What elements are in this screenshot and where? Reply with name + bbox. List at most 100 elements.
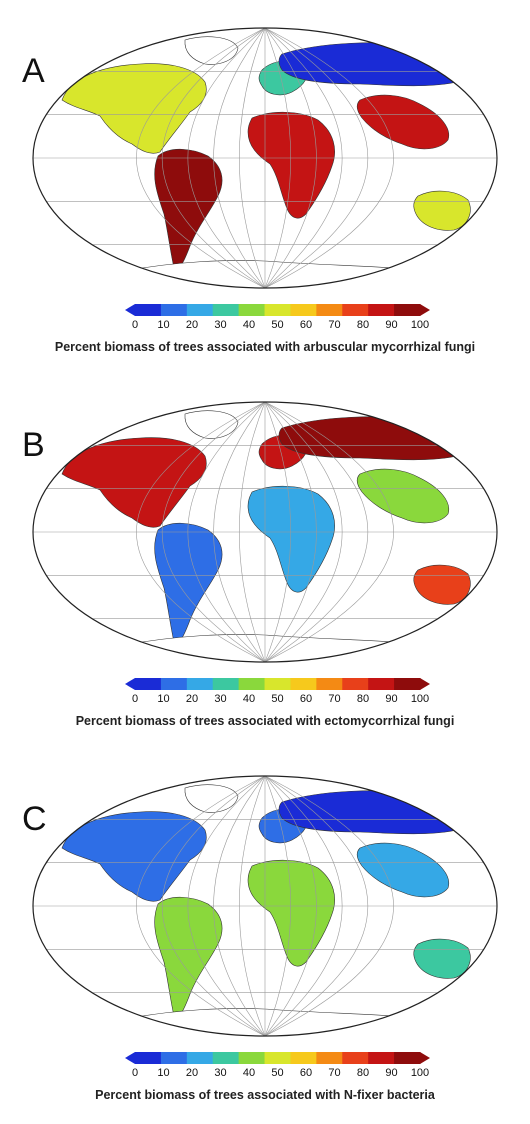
graticule-meridian <box>264 28 368 288</box>
colorbar-segment <box>160 678 188 690</box>
colorbar-segment <box>394 678 421 690</box>
colorbar-tick-label: 60 <box>300 693 312 705</box>
land-australia <box>413 938 471 979</box>
map-caption: Percent biomass of trees associated with… <box>54 340 476 354</box>
colorbar-tick-label: 10 <box>157 319 169 331</box>
colorbar-tick-label: 80 <box>357 1067 369 1079</box>
land-amazon <box>154 522 223 644</box>
map-outline <box>32 27 498 289</box>
colorbar-tick-label: 90 <box>385 693 397 705</box>
panel-b: B 0 10 20 30 40 50 60 70 80 90 100 Percent biomass… <box>0 374 530 748</box>
world-map <box>32 27 498 289</box>
colorbar-arrow-left <box>125 678 135 690</box>
land-nz <box>475 218 493 238</box>
graticule-meridian <box>187 402 266 662</box>
colorbar-segment <box>238 304 266 316</box>
land-amazon <box>154 896 223 1018</box>
graticule-meridian <box>136 28 266 288</box>
colorbar-tick-label: 0 <box>132 319 138 331</box>
colorbar-segment <box>394 304 421 316</box>
panel-letter: A <box>22 52 45 90</box>
land-north-america <box>61 63 207 154</box>
colorbar-segment <box>342 1052 369 1064</box>
graticule-meridian <box>187 776 266 1036</box>
graticule-meridian <box>213 28 266 288</box>
land-north-america <box>61 437 207 528</box>
colorbar-segment <box>135 304 162 316</box>
land-greenland <box>184 36 239 65</box>
colorbar-tick-label: 20 <box>186 693 198 705</box>
colorbar-tick-label: 0 <box>132 1067 138 1079</box>
colorbar-segment <box>212 678 240 690</box>
colorbar-segment <box>342 304 369 316</box>
colorbar-segment <box>368 678 395 690</box>
map-outline <box>32 401 498 663</box>
colorbar: 0 10 20 30 40 50 60 70 80 90 100 <box>125 304 430 331</box>
land-southeast-asia <box>356 842 450 898</box>
land-southeast-asia <box>356 468 450 524</box>
panel-c: C 0 10 20 30 40 50 60 70 80 90 100 Percent biomass… <box>0 748 530 1122</box>
land-boreal <box>278 416 466 461</box>
land-north-america <box>61 811 207 902</box>
graticule-meridian <box>264 402 317 662</box>
colorbar-tick-label: 50 <box>271 693 283 705</box>
colorbar-segment <box>186 1052 214 1064</box>
colorbar-segment <box>238 1052 266 1064</box>
colorbar-tick-label: 30 <box>214 1067 226 1079</box>
colorbar-tick-label: 40 <box>243 1067 255 1079</box>
colorbar-arrow-right <box>420 678 430 690</box>
land-greenland <box>184 410 239 439</box>
land-africa <box>247 111 335 219</box>
colorbar-segment <box>290 304 317 316</box>
colorbar-tick-label: 50 <box>271 319 283 331</box>
colorbar-tick-label: 40 <box>243 319 255 331</box>
colorbar-segment <box>160 1052 188 1064</box>
world-map <box>32 775 498 1037</box>
colorbar-segment <box>394 1052 421 1064</box>
graticule-meridian <box>136 776 266 1036</box>
graticule-meridian <box>162 28 266 288</box>
colorbar-segment <box>212 1052 240 1064</box>
graticule-meridian <box>264 402 368 662</box>
land-boreal <box>278 42 466 87</box>
colorbar-segment <box>368 1052 395 1064</box>
colorbar: 0 10 20 30 40 50 60 70 80 90 100 <box>125 1052 430 1079</box>
graticule-meridian <box>264 28 317 288</box>
colorbar-tick-label: 50 <box>271 1067 283 1079</box>
colorbar-segment <box>316 304 343 316</box>
colorbar-segment <box>135 1052 162 1064</box>
colorbar-tick-label: 60 <box>300 319 312 331</box>
colorbar-tick-label: 80 <box>357 319 369 331</box>
colorbar-segment <box>186 678 214 690</box>
colorbar: 0 10 20 30 40 50 60 70 80 90 100 <box>125 678 430 705</box>
graticule-meridian <box>162 776 266 1036</box>
graticule-meridian <box>264 28 343 288</box>
colorbar-segment <box>160 304 188 316</box>
colorbar-segment <box>238 678 266 690</box>
panel-letter: B <box>22 426 45 464</box>
graticule-meridian <box>264 28 291 288</box>
land-africa <box>247 859 335 967</box>
colorbar-segment <box>316 678 343 690</box>
colorbar-segment <box>290 1052 317 1064</box>
colorbar-segment <box>264 1052 291 1064</box>
graticule-meridian <box>264 28 394 288</box>
land-australia <box>413 190 471 231</box>
graticule-meridian <box>162 402 266 662</box>
graticule-meridian <box>264 776 343 1036</box>
colorbar-tick-label: 100 <box>411 1067 429 1079</box>
colorbar-segment <box>368 304 395 316</box>
map-caption: Percent biomass of trees associated with… <box>75 714 455 728</box>
graticule-meridian <box>187 28 266 288</box>
colorbar-tick-label: 70 <box>328 693 340 705</box>
graticule-meridian <box>264 776 394 1036</box>
colorbar-segment <box>316 1052 343 1064</box>
land-southeast-asia <box>356 94 450 150</box>
colorbar-arrow-left <box>125 304 135 316</box>
colorbar-tick-label: 60 <box>300 1067 312 1079</box>
colorbar-arrow-right <box>420 1052 430 1064</box>
colorbar-segment <box>135 678 162 690</box>
graticule-meridian <box>264 402 291 662</box>
graticule-meridian <box>239 776 266 1036</box>
graticule-meridian <box>264 776 291 1036</box>
